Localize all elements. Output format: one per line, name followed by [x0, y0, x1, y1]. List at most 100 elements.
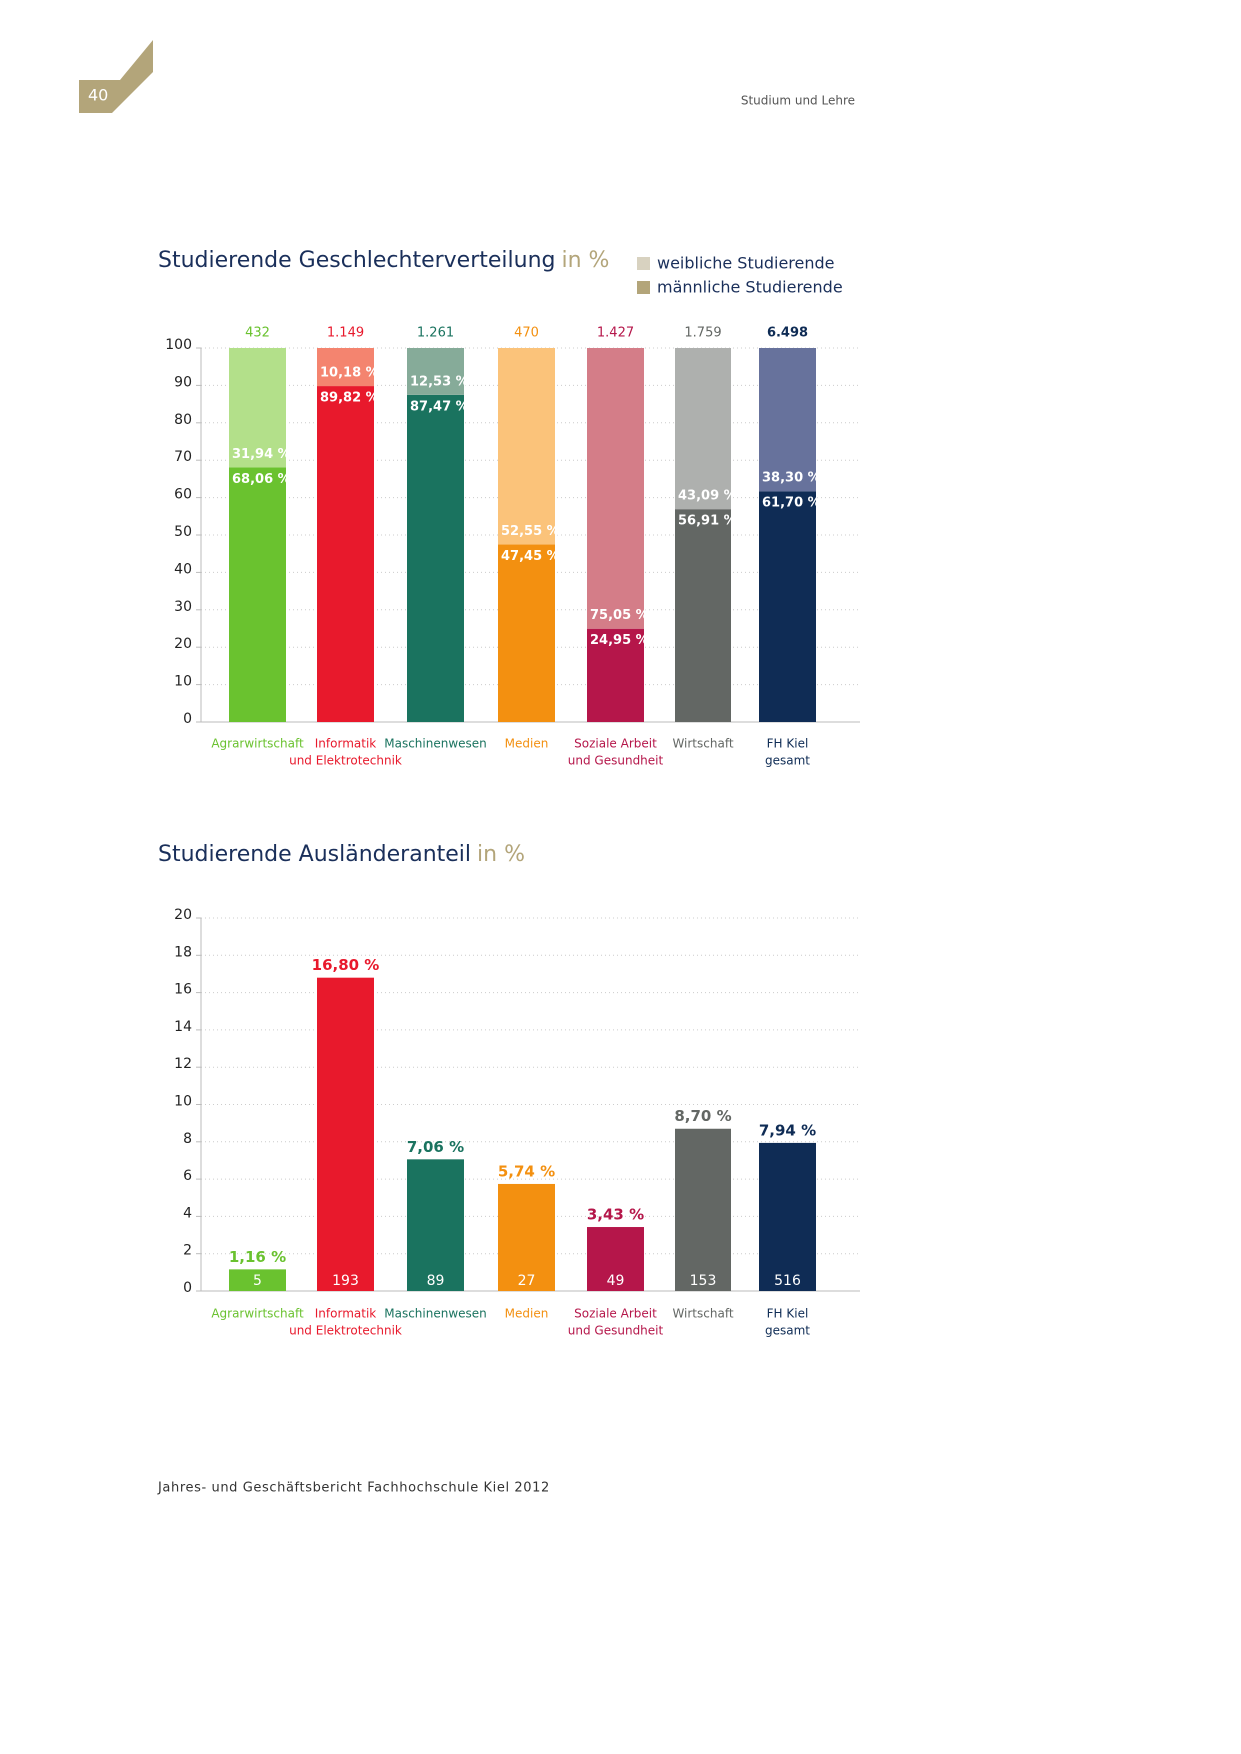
y-tick-label: 14 [174, 1019, 192, 1035]
count-label: 89 [427, 1273, 445, 1289]
x-tick-label: Wirtschaft [672, 1307, 733, 1321]
value-label: 52,55 % [501, 524, 560, 539]
y-tick-label: 6 [183, 1168, 192, 1184]
y-tick-label: 70 [174, 449, 192, 465]
footer: Jahres- und Geschäftsbericht Fachhochsch… [157, 1481, 550, 1496]
y-tick-label: 50 [174, 524, 192, 540]
x-tick-label: Soziale Arbeit [574, 1307, 657, 1321]
value-label: 75,05 % [590, 608, 649, 623]
value-label: 31,94 % [232, 447, 291, 462]
value-label: 12,53 % [410, 374, 469, 389]
page-number: 40 [88, 86, 108, 105]
bar-segment [407, 348, 464, 395]
y-tick-label: 10 [174, 1094, 192, 1110]
x-tick-label: Maschinenwesen [384, 737, 487, 751]
count-label: 193 [332, 1273, 359, 1289]
total-label: 1.149 [327, 326, 364, 341]
bar [759, 1142, 816, 1291]
value-label: 3,43 % [587, 1206, 644, 1224]
count-label: 49 [607, 1273, 625, 1289]
value-label: 8,70 % [674, 1107, 731, 1125]
x-tick-label: Informatik [315, 1307, 377, 1321]
x-tick-label: und Gesundheit [568, 754, 664, 768]
total-label: 470 [514, 326, 539, 341]
bar-segment [587, 628, 644, 722]
value-label: 7,94 % [759, 1121, 816, 1139]
value-label: 38,30 % [762, 471, 821, 486]
y-tick-label: 18 [174, 944, 192, 960]
bar [229, 1269, 286, 1291]
total-label: 432 [245, 326, 270, 341]
x-tick-label: Soziale Arbeit [574, 737, 657, 751]
y-tick-label: 80 [174, 412, 192, 428]
y-tick-label: 40 [174, 561, 192, 577]
bar-segment [229, 348, 286, 468]
x-tick-label: Medien [505, 737, 549, 751]
total-label: 1.261 [417, 326, 454, 341]
y-tick-label: 30 [174, 599, 192, 615]
chart-title: Studierende Ausländeranteil in % [158, 842, 525, 867]
count-label: 27 [518, 1273, 536, 1289]
value-label: 47,45 % [501, 549, 560, 564]
y-tick-label: 16 [174, 982, 192, 998]
value-label: 10,18 % [320, 366, 379, 381]
bar-segment [498, 348, 555, 545]
bar-segment [229, 467, 286, 722]
x-tick-label: gesamt [765, 1324, 810, 1338]
value-label: 5,74 % [498, 1162, 555, 1180]
x-tick-label: Wirtschaft [672, 737, 733, 751]
x-tick-label: Agrarwirtschaft [211, 1307, 304, 1321]
y-tick-label: 2 [183, 1243, 192, 1259]
title-unit: in % [477, 842, 525, 867]
x-tick-label: gesamt [765, 754, 810, 768]
x-tick-label: FH Kiel [767, 1307, 809, 1321]
y-tick-label: 4 [183, 1205, 192, 1221]
value-label: 56,91 % [678, 514, 737, 529]
x-tick-label: Informatik [315, 737, 377, 751]
total-label: 1.759 [684, 326, 721, 341]
value-label: 24,95 % [590, 633, 649, 648]
value-label: 1,16 % [229, 1248, 286, 1266]
bar-segment [317, 386, 374, 722]
y-tick-label: 20 [174, 907, 192, 923]
bar-segment [407, 394, 464, 722]
total-label: 1.427 [597, 326, 634, 341]
value-label: 7,06 % [407, 1138, 464, 1156]
title-text: Studierende Ausländeranteil [158, 842, 471, 867]
value-label: 61,70 % [762, 496, 821, 511]
x-tick-label: FH Kiel [767, 737, 809, 751]
legend-swatch [637, 257, 650, 270]
bar-segment [675, 509, 731, 722]
bar-segment [759, 348, 816, 492]
total-label: 6.498 [767, 326, 808, 341]
y-tick-label: 0 [183, 711, 192, 727]
bar-segment [317, 348, 374, 387]
x-tick-label: Medien [505, 1307, 549, 1321]
y-tick-label: 100 [165, 337, 192, 353]
y-tick-label: 20 [174, 636, 192, 652]
title-text: Studierende Geschlechterverteilung [158, 248, 556, 273]
page-badge [79, 40, 153, 113]
value-label: 89,82 % [320, 391, 379, 406]
x-tick-label: Maschinenwesen [384, 1307, 487, 1321]
bar [675, 1128, 731, 1291]
x-tick-label: und Elektrotechnik [289, 1324, 402, 1338]
legend-label: weibliche Studierende [657, 254, 835, 273]
value-label: 68,06 % [232, 472, 291, 487]
value-label: 43,09 % [678, 489, 737, 504]
value-label: 87,47 % [410, 399, 469, 414]
y-tick-label: 8 [183, 1131, 192, 1147]
value-label: 16,80 % [312, 956, 380, 974]
bar [407, 1159, 464, 1291]
x-tick-label: und Gesundheit [568, 1324, 664, 1338]
legend-swatch [637, 281, 650, 294]
bar-segment [587, 348, 644, 629]
title-unit: in % [562, 248, 610, 273]
bar-segment [675, 348, 731, 510]
x-tick-label: Agrarwirtschaft [211, 737, 304, 751]
count-label: 516 [774, 1273, 801, 1289]
bar [587, 1227, 644, 1291]
count-label: 5 [253, 1273, 262, 1289]
x-tick-label: und Elektrotechnik [289, 754, 402, 768]
